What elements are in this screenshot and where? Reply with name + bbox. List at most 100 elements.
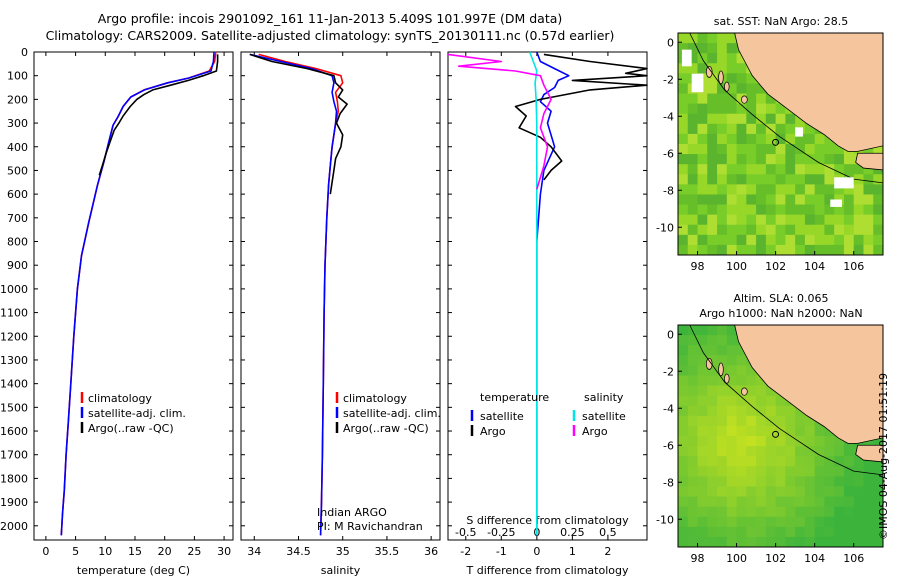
field-cell xyxy=(678,395,689,407)
depth-tick-label: 1900 xyxy=(0,496,28,509)
x2-tick-label: 0.5 xyxy=(599,526,617,539)
field-cell xyxy=(824,526,835,538)
field-cell xyxy=(785,526,796,538)
depth-tick-label: 1100 xyxy=(0,307,28,320)
field-cell xyxy=(707,33,718,44)
field-cell xyxy=(726,355,738,366)
field-cell xyxy=(746,456,757,467)
field-cell xyxy=(726,244,738,256)
field-cell xyxy=(736,466,747,477)
field-cell xyxy=(707,526,718,538)
field-cell xyxy=(717,385,728,397)
field-cell xyxy=(765,103,777,115)
field-cell xyxy=(873,536,884,548)
field-cell xyxy=(834,154,845,165)
field-cell xyxy=(873,214,884,226)
field-cell xyxy=(697,506,708,518)
x-tick-label: 34.5 xyxy=(286,545,311,558)
sla-map: 98 100 102 104 106 0 -2 -4 -6 -8 -10 xyxy=(656,324,884,565)
field-cell xyxy=(775,536,786,548)
field-cell xyxy=(678,93,689,105)
field-cell xyxy=(707,425,718,437)
field-cell xyxy=(707,93,718,105)
profile-panel-3: -2 -1 0 1 2 T difference from climatology -0.5… xyxy=(447,51,648,577)
depth-tick-label: 500 xyxy=(7,164,28,177)
field-cell xyxy=(804,184,816,195)
field-cell xyxy=(863,164,874,175)
field-cell xyxy=(726,83,738,95)
field-cell xyxy=(863,234,874,246)
field-cell xyxy=(717,93,728,105)
field-cell xyxy=(707,53,718,64)
field-cell xyxy=(795,133,806,145)
field-cell xyxy=(804,506,816,518)
field-cell xyxy=(785,133,796,145)
legend-entry: Argo(..raw -QC) xyxy=(88,422,174,435)
field-cell xyxy=(736,425,747,437)
field-cell xyxy=(853,224,864,236)
field-cell xyxy=(756,486,767,498)
field-cell xyxy=(697,526,708,538)
field-cell xyxy=(678,73,689,84)
field-cell xyxy=(687,355,699,366)
field-cell xyxy=(804,476,816,487)
field-cell xyxy=(707,335,718,346)
field-cell xyxy=(863,194,874,206)
field-cell xyxy=(726,395,738,407)
field-cell xyxy=(707,506,718,518)
field-cell xyxy=(726,345,738,356)
field-cell xyxy=(873,486,884,498)
field-cell xyxy=(795,466,806,477)
field-cell xyxy=(824,466,835,477)
field-cell xyxy=(697,456,708,467)
field-cell xyxy=(726,476,738,487)
field-cell xyxy=(697,63,708,74)
field-cell xyxy=(687,506,699,518)
field-cell xyxy=(775,516,786,528)
field-cell xyxy=(717,355,728,366)
field-cell xyxy=(824,486,835,498)
field-cell xyxy=(726,516,738,528)
field-cell xyxy=(736,536,747,548)
field-cell xyxy=(697,496,708,508)
land-sumatra xyxy=(734,32,884,152)
field-cell xyxy=(687,214,699,226)
missing-data-patch xyxy=(834,177,854,189)
field-cell xyxy=(756,506,767,518)
profile-panel-2: 34 34.5 35 35.5 36 salinity climatology satelli… xyxy=(240,51,441,577)
field-cell xyxy=(775,133,786,145)
field-cell xyxy=(863,506,874,518)
field-cell xyxy=(678,345,689,356)
field-cell xyxy=(717,113,728,125)
depth-tick-label: 2000 xyxy=(0,520,28,533)
field-cell xyxy=(765,395,777,407)
annotation-pi: PI: M Ravichandran xyxy=(317,520,423,533)
field-cell xyxy=(756,375,767,387)
field-cell xyxy=(843,516,855,528)
field-cell xyxy=(746,154,757,165)
field-cell xyxy=(697,375,708,387)
field-cell xyxy=(814,194,825,206)
field-cell xyxy=(697,335,708,346)
field-cell xyxy=(834,144,845,155)
field-cell xyxy=(726,325,738,336)
argo-float-marker xyxy=(772,430,780,438)
field-cell xyxy=(765,113,777,125)
x-tick-label: 25 xyxy=(187,545,201,558)
field-cell xyxy=(678,355,689,366)
field-cell xyxy=(795,536,806,548)
field-cell xyxy=(765,516,777,528)
field-cell xyxy=(726,144,738,155)
lon-tick-label: 102 xyxy=(765,260,786,273)
field-cell xyxy=(726,113,738,125)
profile-panel-1: 0100200300400500600700800900100011001200… xyxy=(0,46,234,577)
field-cell xyxy=(756,123,767,135)
field-cell xyxy=(775,395,786,407)
field-cell xyxy=(863,204,874,216)
field-cell xyxy=(785,214,796,226)
field-cell xyxy=(795,415,806,427)
field-cell xyxy=(687,496,699,508)
field-cell xyxy=(736,194,747,206)
field-cell xyxy=(834,204,845,216)
field-cell xyxy=(687,345,699,356)
